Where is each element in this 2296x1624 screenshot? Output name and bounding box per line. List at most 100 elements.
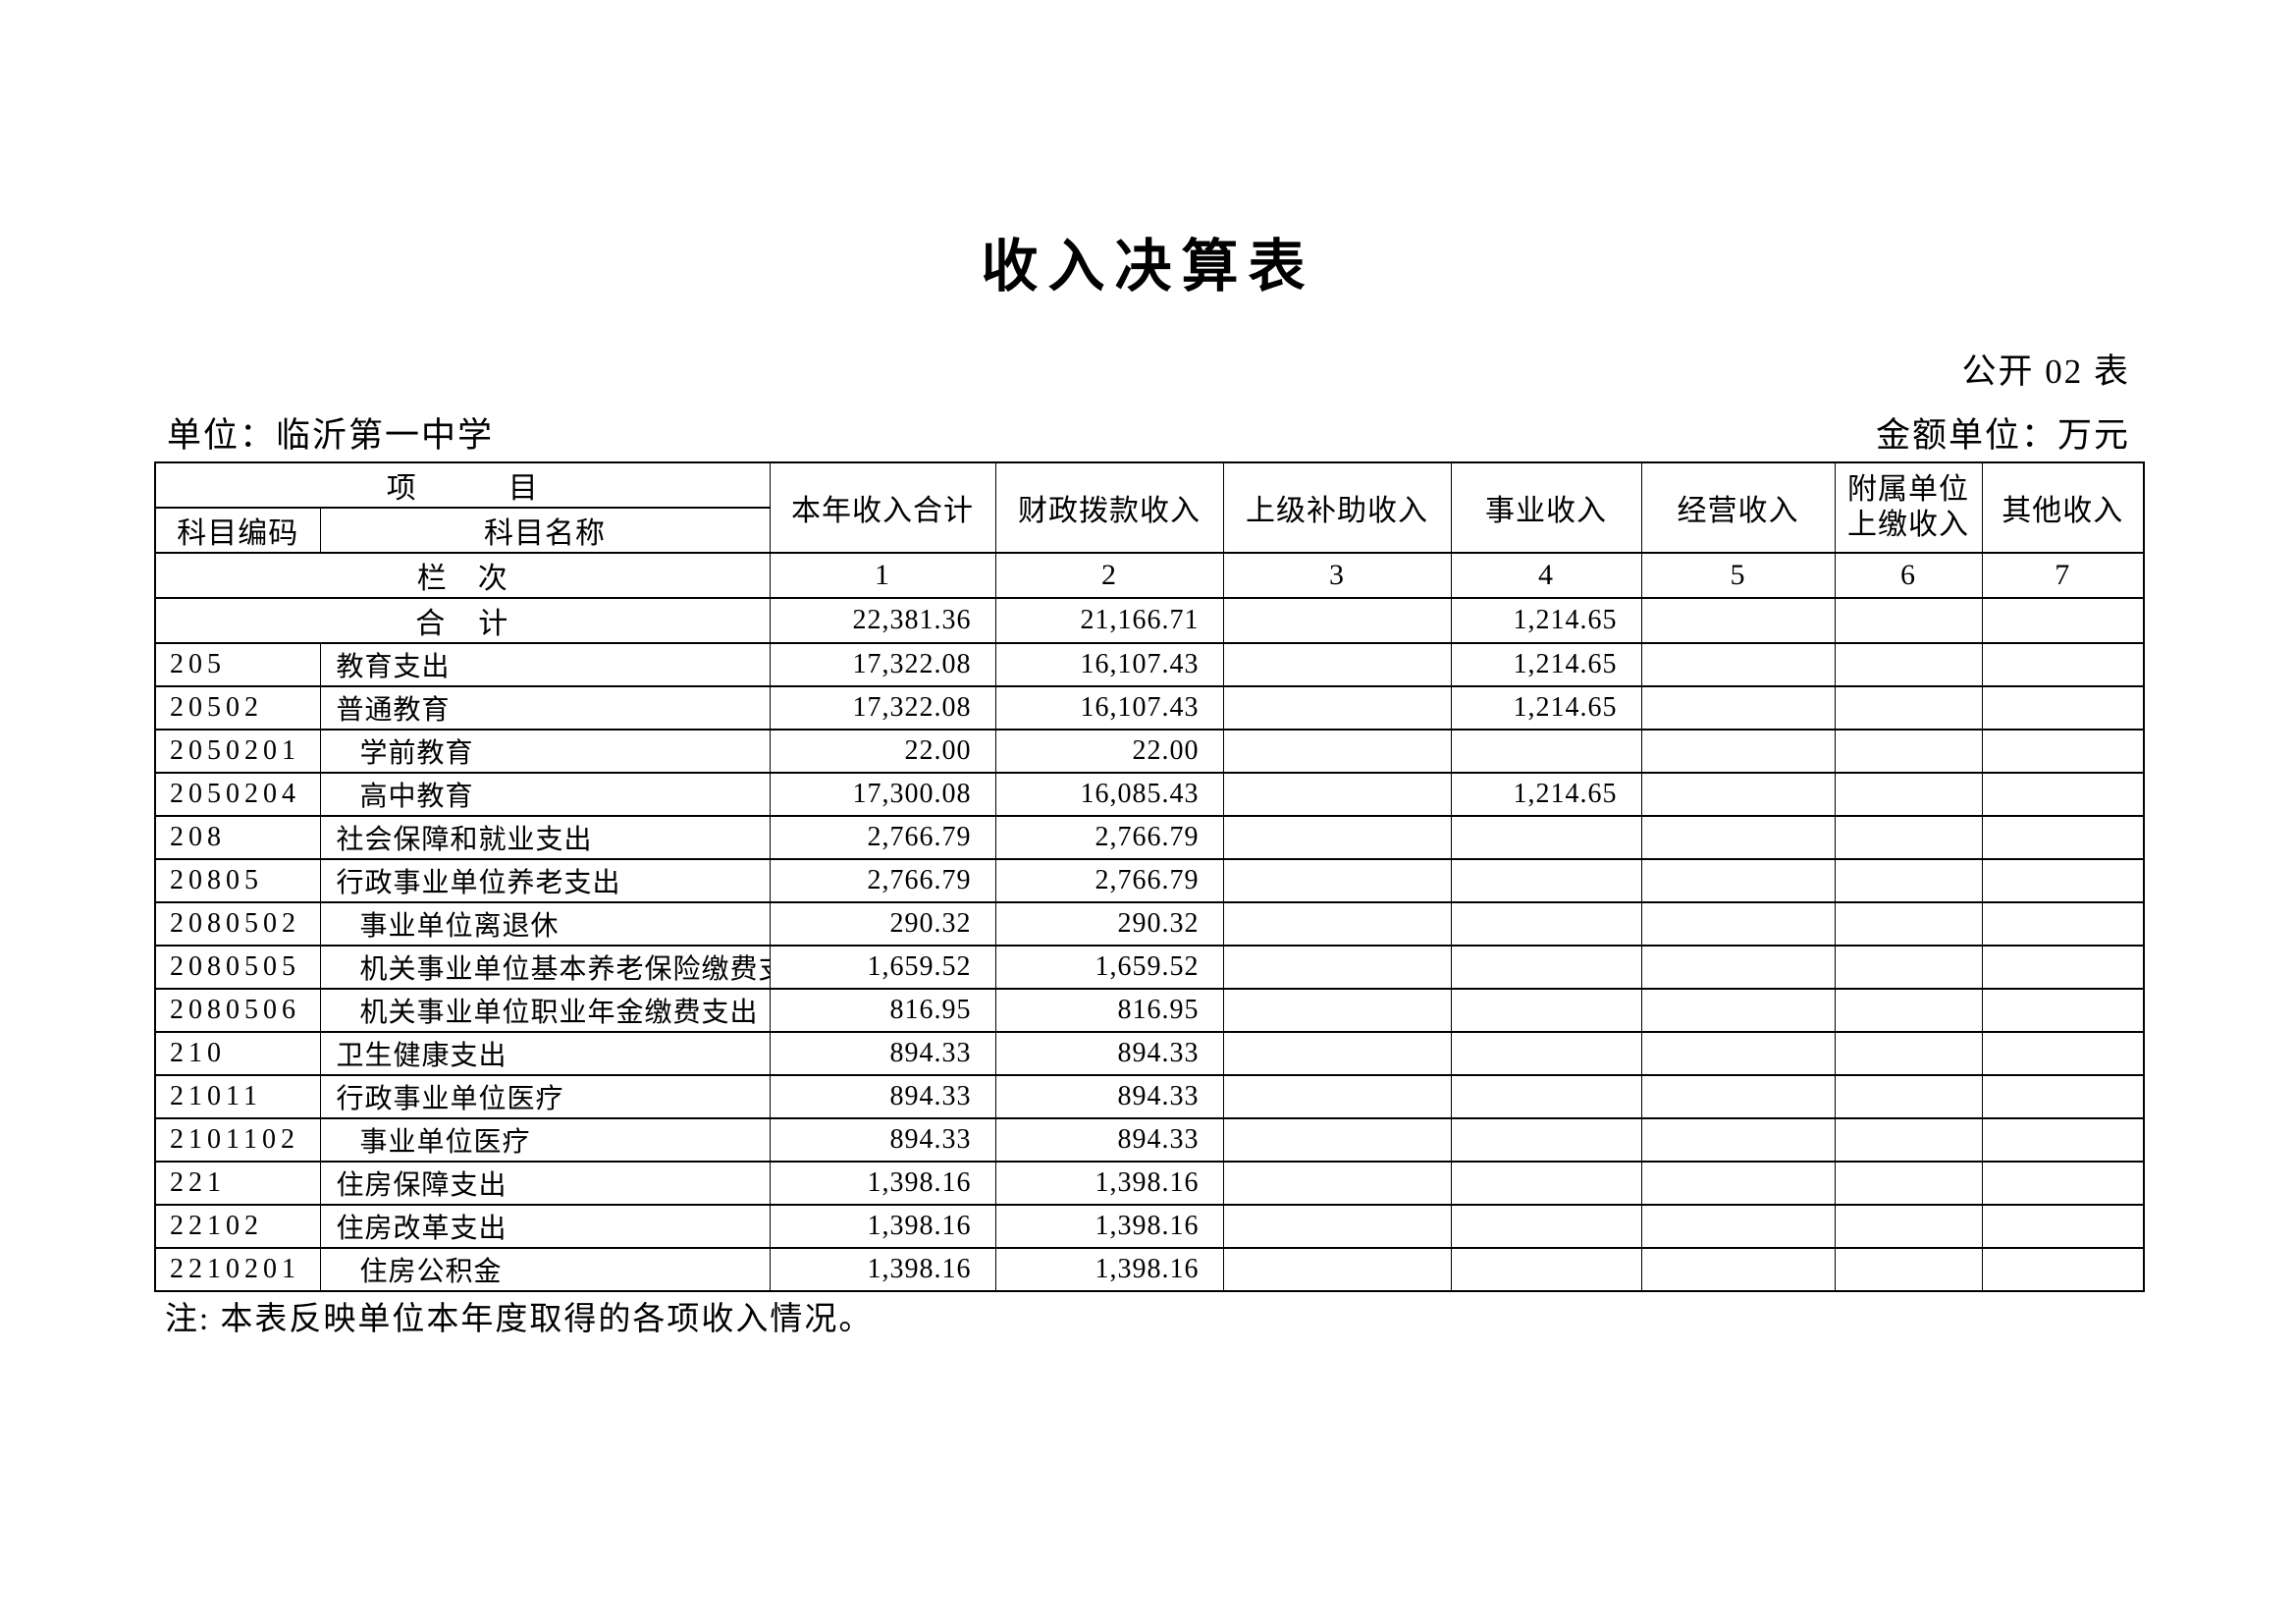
value-cell xyxy=(1222,1117,1452,1163)
value-cell xyxy=(1981,945,2145,990)
value-cell: 1,214.65 xyxy=(1450,642,1642,687)
value-cell xyxy=(1222,815,1452,860)
value-cell xyxy=(1981,858,2145,903)
value-cell xyxy=(1834,772,1983,817)
sheet-number-label: 公开 02 表 xyxy=(1961,352,2130,391)
item-header-cell: 项 目 xyxy=(154,461,771,509)
table-row: 2050204 高中教育 17,300.08 16,085.43 1,214.65 xyxy=(154,772,2145,817)
value-cell: 16,107.43 xyxy=(994,642,1224,687)
subject-name-header: 科目名称 xyxy=(319,507,771,554)
value-cell xyxy=(1640,1161,1836,1206)
subject-code-cell: 205 xyxy=(154,642,321,687)
value-cell: 894.33 xyxy=(769,1031,996,1076)
value-cell xyxy=(1981,1117,2145,1163)
value-cell: 1,214.65 xyxy=(1450,772,1642,817)
value-cell xyxy=(1981,1031,2145,1076)
table-row: 2080506 机关事业单位职业年金缴费支出 816.95 816.95 xyxy=(154,988,2145,1033)
value-cell xyxy=(1450,1074,1642,1119)
org-label: 单位： xyxy=(167,416,277,455)
column-index-cell: 7 xyxy=(1981,552,2145,599)
table-row: 22102 住房改革支出 1,398.16 1,398.16 xyxy=(154,1204,2145,1249)
affiliated-unit-line1: 附属单位 xyxy=(1847,473,1969,506)
table-row: 2101102 事业单位医疗 894.33 894.33 xyxy=(154,1117,2145,1163)
table-note: 注: 本表反映单位本年度取得的各项收入情况。 xyxy=(165,1302,874,1337)
value-cell xyxy=(1222,685,1452,731)
value-cell xyxy=(1834,642,1983,687)
value-cell xyxy=(1640,901,1836,947)
value-cell xyxy=(1450,858,1642,903)
value-cell xyxy=(1834,1074,1983,1119)
value-cell xyxy=(1450,815,1642,860)
subject-name-cell: 机关事业单位职业年金缴费支出 xyxy=(319,988,771,1033)
table-header: 项 目 本年收入合计 财政拨款收入 上级补助收入 事业收入 经营收入 附属单位上… xyxy=(154,461,2145,599)
value-cell xyxy=(1640,815,1836,860)
table-row: 205 教育支出 17,322.08 16,107.43 1,214.65 xyxy=(154,642,2145,687)
value-cell xyxy=(1981,901,2145,947)
table-body: 合 计 22,381.36 21,166.71 1,214.65 205 教育支出 17,3… xyxy=(154,597,2145,1292)
col-header-business-income: 经营收入 xyxy=(1640,461,1836,554)
subject-code-cell: 20805 xyxy=(154,858,321,903)
value-cell xyxy=(1640,1074,1836,1119)
value-cell xyxy=(1450,1161,1642,1206)
subject-name-cell: 住房保障支出 xyxy=(319,1161,771,1206)
value-cell: 22.00 xyxy=(769,729,996,774)
subject-code-cell: 20502 xyxy=(154,685,321,731)
col-header-other-income: 其他收入 xyxy=(1981,461,2145,554)
subject-name-cell: 卫生健康支出 xyxy=(319,1031,771,1076)
value-cell xyxy=(1834,815,1983,860)
value-cell: 1,398.16 xyxy=(769,1161,996,1206)
value-cell xyxy=(1981,988,2145,1033)
value-cell: 2,766.79 xyxy=(769,815,996,860)
value-cell xyxy=(1834,597,1983,644)
column-index-cell: 3 xyxy=(1222,552,1452,599)
value-cell: 290.32 xyxy=(994,901,1224,947)
value-cell xyxy=(1450,901,1642,947)
value-cell xyxy=(1834,1161,1983,1206)
value-cell: 1,398.16 xyxy=(769,1204,996,1249)
value-cell xyxy=(1222,1247,1452,1292)
table-row: 210 卫生健康支出 894.33 894.33 xyxy=(154,1031,2145,1076)
header-row-subject: 科目编码 科目名称 xyxy=(154,507,2144,554)
subject-name-cell: 普通教育 xyxy=(319,685,771,731)
value-cell xyxy=(1450,988,1642,1033)
subject-name-cell: 住房公积金 xyxy=(319,1247,771,1292)
column-index-cell: 1 xyxy=(769,552,996,599)
column-index-cell: 4 xyxy=(1450,552,1642,599)
value-cell xyxy=(1222,1204,1452,1249)
subject-code-cell: 2210201 xyxy=(154,1247,321,1292)
value-cell: 816.95 xyxy=(994,988,1224,1033)
value-cell xyxy=(1640,1247,1836,1292)
value-cell xyxy=(1981,772,2145,817)
income-statement-table: 项 目 本年收入合计 财政拨款收入 上级补助收入 事业收入 经营收入 附属单位上… xyxy=(154,461,2145,1292)
subject-name-cell: 学前教育 xyxy=(319,729,771,774)
value-cell xyxy=(1222,597,1452,644)
value-cell xyxy=(1450,945,1642,990)
column-index-cell: 5 xyxy=(1640,552,1836,599)
amount-unit-value: 万元 xyxy=(2056,416,2130,455)
value-cell xyxy=(1640,1204,1836,1249)
value-cell: 894.33 xyxy=(994,1117,1224,1163)
table-row: 21011 行政事业单位医疗 894.33 894.33 xyxy=(154,1074,2145,1119)
value-cell xyxy=(1834,988,1983,1033)
value-cell xyxy=(1640,1031,1836,1076)
subject-code-cell: 21011 xyxy=(154,1074,321,1119)
value-cell xyxy=(1981,1204,2145,1249)
value-cell: 21,166.71 xyxy=(994,597,1224,644)
subject-code-cell: 221 xyxy=(154,1161,321,1206)
value-cell xyxy=(1981,815,2145,860)
amount-unit-label: 金额单位： xyxy=(1875,416,2057,455)
subject-code-cell: 2080506 xyxy=(154,988,321,1033)
value-cell xyxy=(1222,901,1452,947)
value-cell xyxy=(1640,729,1836,774)
table-row: 20805 行政事业单位养老支出 2,766.79 2,766.79 xyxy=(154,858,2145,903)
value-cell xyxy=(1450,1204,1642,1249)
subject-name-cell: 社会保障和就业支出 xyxy=(319,815,771,860)
value-cell xyxy=(1834,901,1983,947)
table-row: 2080502 事业单位离退休 290.32 290.32 xyxy=(154,901,2145,947)
page-title: 收入决算表 xyxy=(981,235,1315,298)
table-row: 2050201 学前教育 22.00 22.00 xyxy=(154,729,2145,774)
value-cell xyxy=(1834,1247,1983,1292)
value-cell: 16,085.43 xyxy=(994,772,1224,817)
total-label-cell: 合 计 xyxy=(154,597,771,644)
